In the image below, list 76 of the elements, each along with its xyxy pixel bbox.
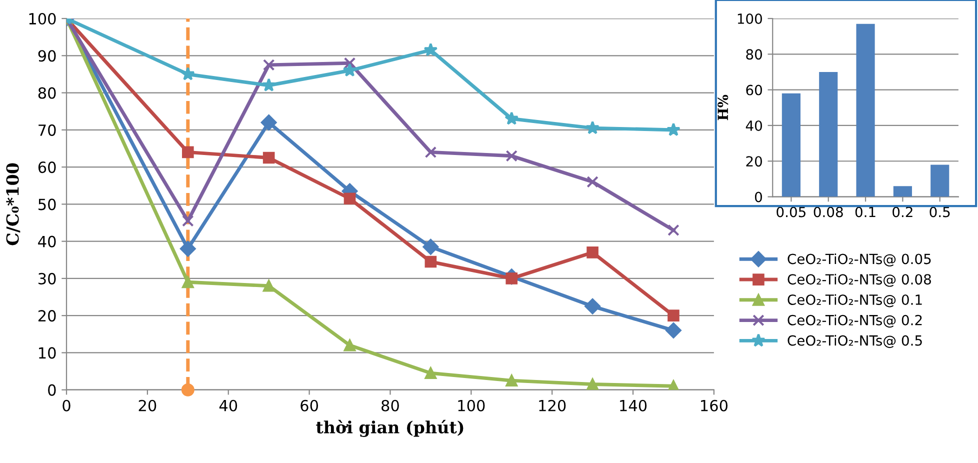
point: [424, 42, 438, 56]
legend-label: CeO₂-TiO₂-NTs@ 0.05: [788, 253, 931, 266]
x-tick-label: 160: [701, 400, 728, 412]
point: [424, 367, 437, 380]
point: [262, 152, 275, 164]
legend-label: CeO₂-TiO₂-NTs@ 0.2: [788, 314, 922, 328]
bar: [819, 72, 838, 197]
y-tick-label: 60: [746, 84, 762, 96]
x-tick-label: 80: [382, 400, 399, 412]
point: [422, 238, 439, 255]
x-tick-label: 100: [458, 400, 485, 412]
y-axis-title: C/C₀*100: [6, 163, 20, 246]
point: [180, 66, 195, 80]
y-tick-label: 20: [38, 310, 56, 322]
point: [586, 120, 600, 134]
x-tick-label: 20: [138, 400, 156, 412]
y-tick-label: 0: [754, 192, 762, 202]
point: [182, 146, 194, 158]
point: [506, 272, 518, 284]
point: [666, 122, 680, 136]
x-tick-label: 60: [300, 400, 318, 412]
y-axis-title: H%: [718, 94, 728, 120]
point: [262, 78, 276, 92]
y-tick-label: 10: [39, 347, 56, 359]
y-tick-label: 70: [38, 124, 56, 136]
point: [182, 276, 194, 288]
y-tick-label: 100: [738, 13, 762, 24]
y-tick-label: 40: [38, 236, 56, 248]
x-axis-title: thời gian (phút): [316, 420, 464, 437]
point: [504, 111, 519, 125]
x-tick-label: 140: [620, 400, 647, 412]
point: [260, 114, 277, 130]
y-tick-label: 50: [38, 198, 56, 210]
bar: [856, 24, 875, 197]
y-tick-label: 80: [38, 87, 56, 99]
point: [586, 246, 598, 258]
point: [181, 383, 194, 396]
y-tick-label: 20: [746, 156, 762, 167]
legend-label: CeO₂-TiO₂-NTs@ 0.1: [788, 294, 922, 308]
point: [344, 57, 356, 69]
point: [584, 298, 600, 314]
point: [506, 150, 518, 162]
y-tick-label: 40: [746, 120, 762, 131]
point: [668, 224, 680, 236]
point: [668, 310, 680, 322]
x-tick-label: 0.08: [814, 206, 843, 218]
point: [506, 374, 518, 386]
bar: [930, 164, 950, 197]
y-tick-label: 90: [38, 50, 56, 62]
y-tick-label: 60: [38, 162, 56, 174]
x-tick-label: 0.2: [892, 206, 912, 218]
y-tick-label: 30: [38, 272, 56, 284]
y-tick-label: 100: [29, 12, 56, 25]
point: [424, 256, 437, 268]
bar: [782, 93, 800, 197]
x-tick-label: 0.05: [776, 206, 806, 218]
point: [262, 280, 275, 292]
y-tick-label: 80: [746, 49, 762, 60]
point: [586, 378, 598, 390]
legend-label: CeO₂-TiO₂-NTs@ 0.08: [788, 274, 931, 287]
point: [344, 339, 356, 352]
legend-label: CeO₂-TiO₂-NTs@ 0.5: [788, 335, 922, 348]
x-tick-label: 0: [62, 400, 70, 412]
point: [344, 192, 356, 205]
x-tick-label: 120: [539, 400, 566, 412]
x-tick-label: 0.1: [855, 206, 876, 218]
point: [180, 240, 196, 257]
point: [586, 176, 598, 188]
x-tick-label: 40: [219, 400, 238, 412]
bar: [893, 186, 912, 197]
point: [666, 322, 682, 338]
point: [424, 146, 437, 158]
point: [262, 59, 275, 71]
y-tick-label: 0: [48, 384, 56, 396]
x-tick-label: 0.5: [930, 206, 950, 218]
point: [182, 214, 194, 227]
